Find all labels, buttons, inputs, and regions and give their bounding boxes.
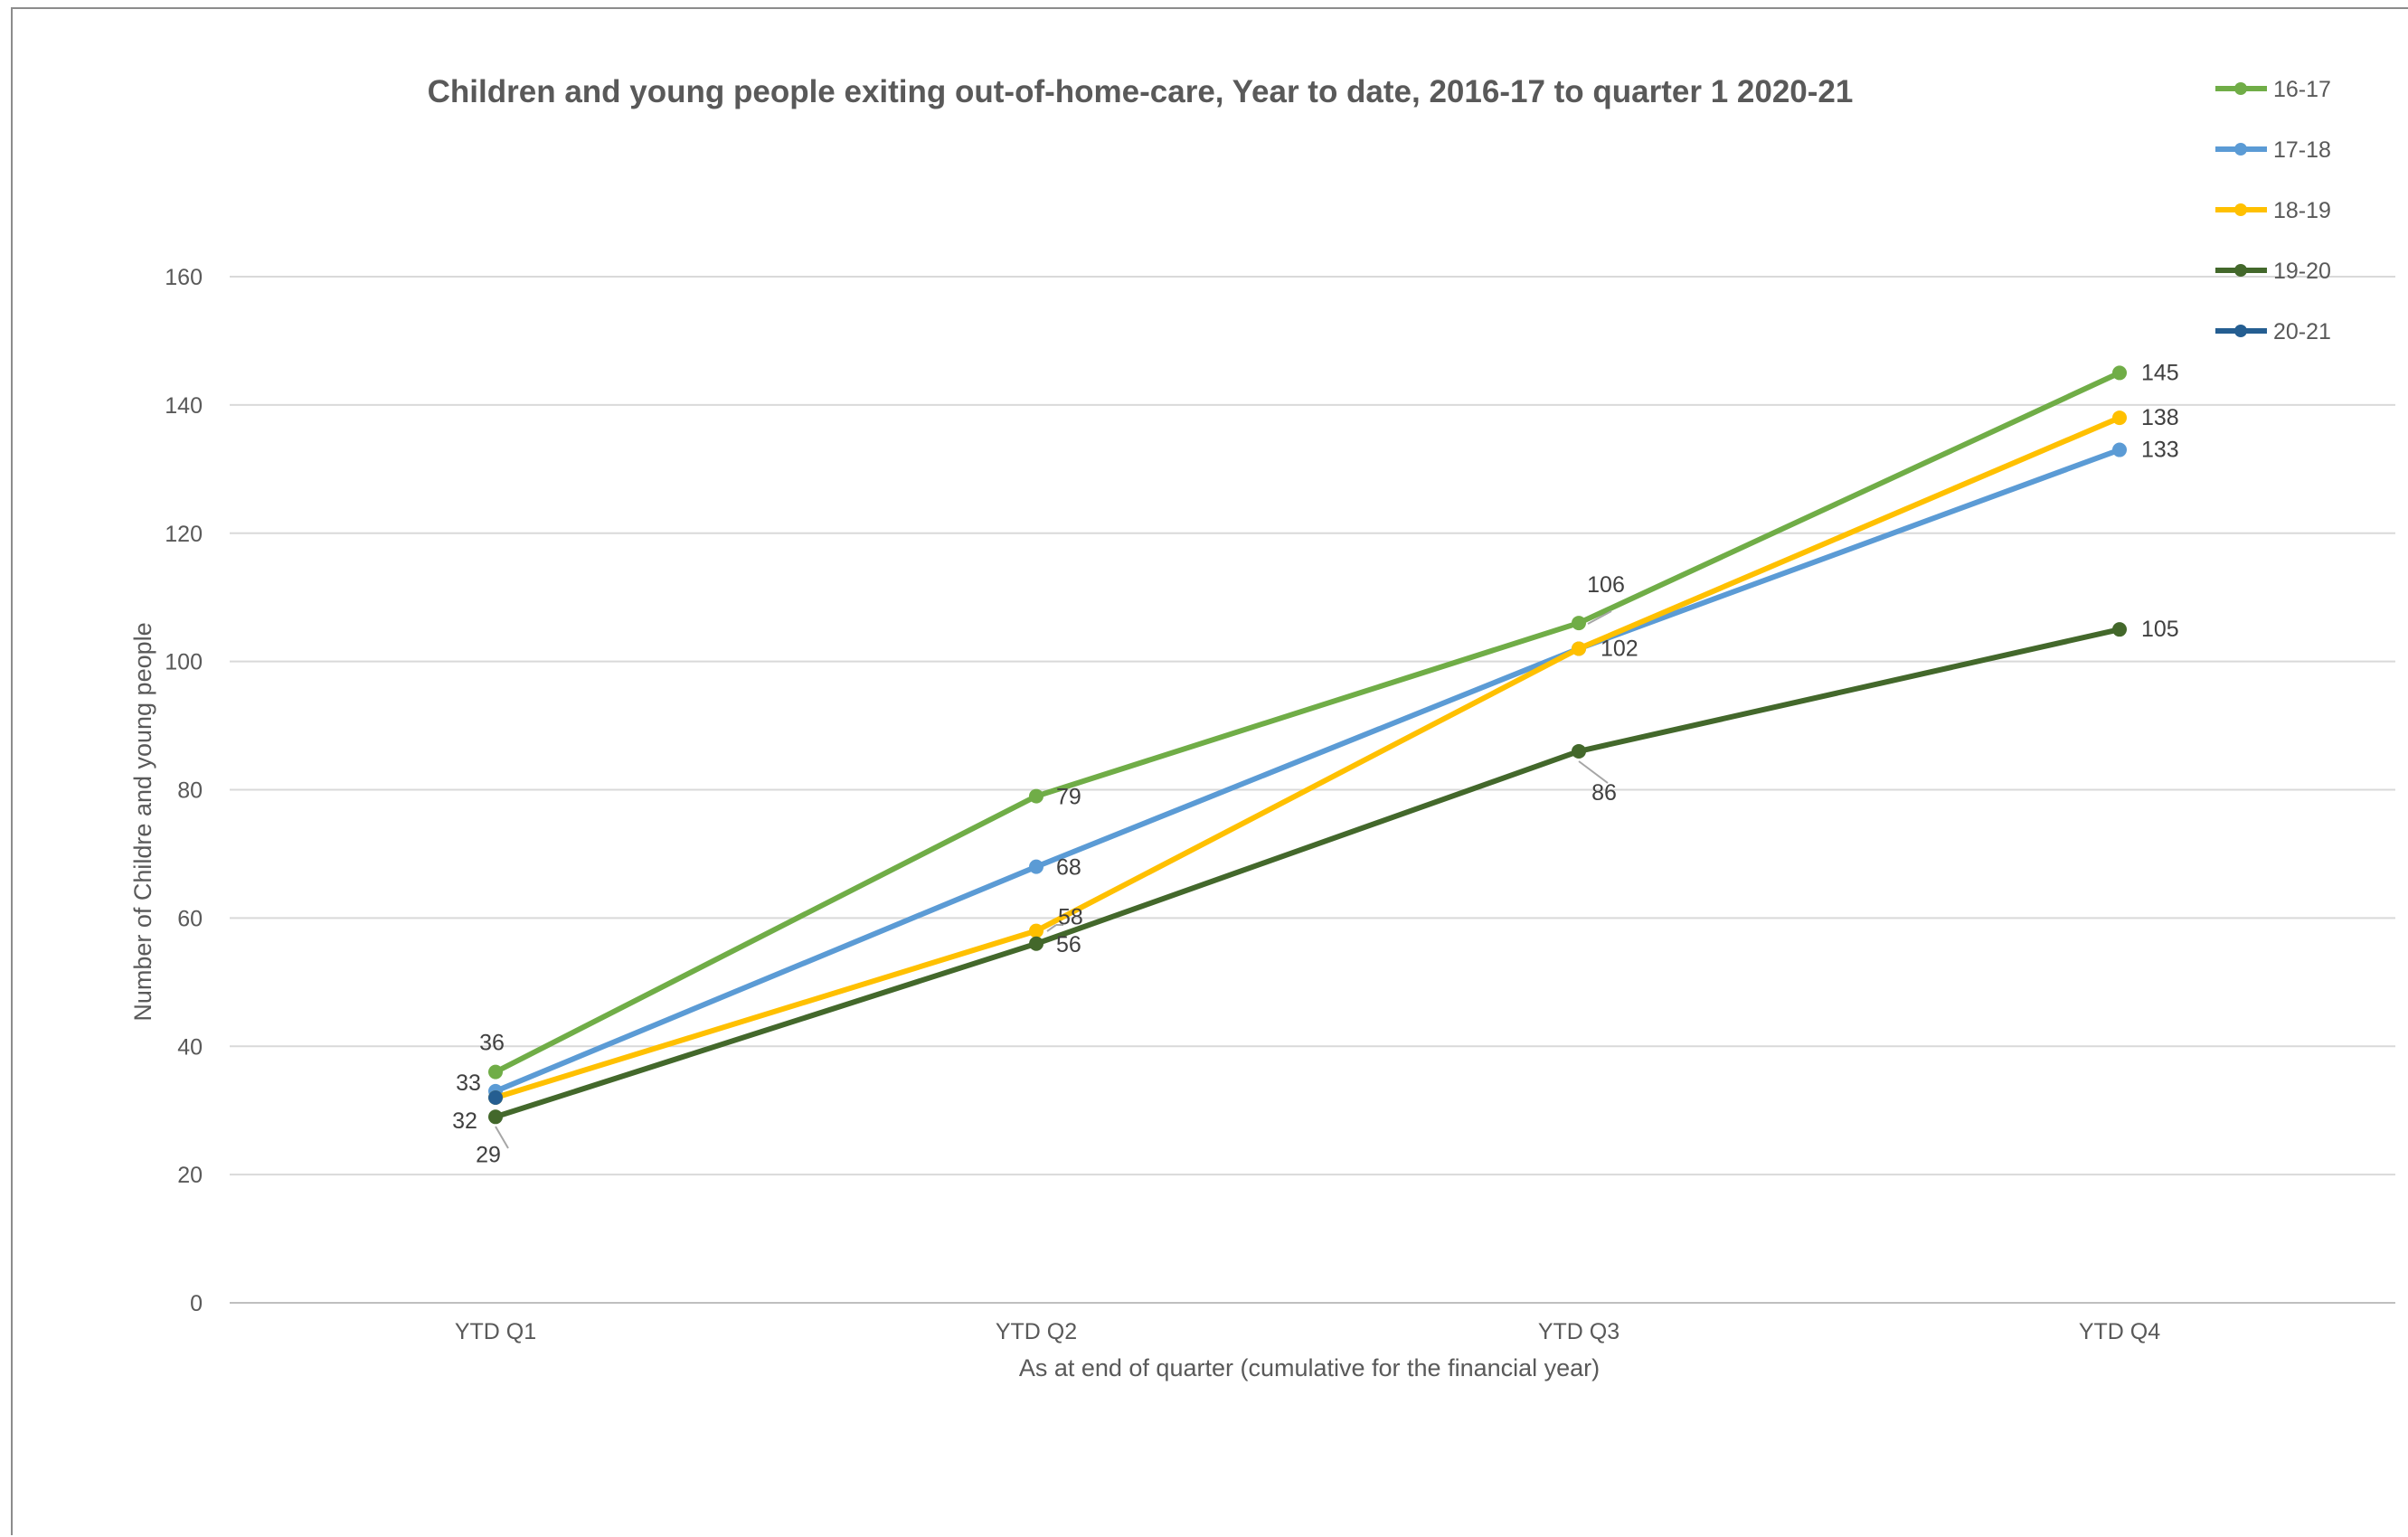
- series-line: [493, 447, 2122, 1094]
- legend: 16-17 17-18 18-19 19-20 20-21: [2215, 77, 2331, 344]
- data-point: [1029, 859, 1043, 874]
- data-label-18-19: 58: [1058, 905, 1083, 930]
- x-tick-label: YTD Q1: [455, 1319, 536, 1344]
- legend-label: 20-21: [2273, 319, 2331, 344]
- y-tick-label: 0: [190, 1291, 203, 1316]
- legend-swatch-marker: [2234, 264, 2247, 277]
- series-20-21: [488, 1090, 503, 1105]
- legend-item-16-17: 16-17: [2215, 77, 2331, 102]
- y-tick-label: 20: [177, 1163, 203, 1188]
- leader-line: [495, 1126, 509, 1149]
- legend-item-20-21: 20-21: [2215, 319, 2331, 344]
- data-label-16-17: 145: [2141, 360, 2179, 385]
- data-point: [1029, 788, 1043, 804]
- data-point: [2112, 622, 2127, 637]
- y-axis-ticks: 0 20 40 60 80 100 120 140 160: [165, 265, 203, 1316]
- x-tick-label: YTD Q4: [2079, 1319, 2160, 1344]
- line-chart: Children and young people exiting out-of…: [129, 74, 2395, 1381]
- y-tick-label: 160: [165, 265, 203, 290]
- chart-title: Children and young people exiting out-of…: [428, 74, 1854, 109]
- data-label-16-17: 36: [479, 1031, 505, 1056]
- x-tick-label: YTD Q2: [996, 1319, 1077, 1344]
- series-lines: [488, 365, 2127, 1125]
- legend-swatch-marker: [2234, 82, 2247, 95]
- y-tick-label: 100: [165, 650, 203, 675]
- legend-label: 19-20: [2273, 259, 2331, 284]
- legend-swatch-marker: [2234, 325, 2247, 337]
- leader-line: [1578, 760, 1609, 784]
- label-leader-lines: [495, 610, 1612, 1149]
- legend-item-18-19: 18-19: [2215, 198, 2331, 223]
- legend-label: 18-19: [2273, 198, 2331, 223]
- data-point: [1572, 743, 1586, 759]
- legend-swatch-marker: [2234, 203, 2247, 216]
- y-tick-label: 80: [177, 778, 203, 804]
- data-point: [1572, 641, 1586, 656]
- legend-label: 16-17: [2273, 77, 2331, 102]
- x-axis-ticks: YTD Q1 YTD Q2 YTD Q3 YTD Q4: [455, 1319, 2160, 1344]
- data-label-18-19: 138: [2141, 405, 2179, 430]
- data-label-19-20: 105: [2141, 617, 2179, 642]
- chart-frame: Children and young people exiting out-of…: [11, 7, 2408, 1535]
- data-labels: 36 79 106 145 33 68 133 32 58 102 138 29 56 86 105: [452, 360, 2179, 1167]
- data-point: [1029, 923, 1043, 938]
- data-point: [1572, 616, 1586, 631]
- data-label-18-19: 32: [452, 1108, 477, 1134]
- y-tick-label: 60: [177, 906, 203, 931]
- legend-swatch-marker: [2234, 143, 2247, 156]
- y-axis-title: Number of Childre and young people: [129, 622, 156, 1021]
- x-axis-title: As at end of quarter (cumulative for the…: [1019, 1354, 1600, 1381]
- data-point: [2112, 442, 2127, 457]
- data-point: [2112, 365, 2127, 381]
- data-point: [2112, 410, 2127, 426]
- legend-label: 17-18: [2273, 137, 2331, 163]
- data-label-16-17: 106: [1587, 572, 1625, 598]
- legend-item-19-20: 19-20: [2215, 259, 2331, 284]
- series-line: [493, 370, 2122, 1075]
- series-16-17: [488, 365, 2127, 1080]
- data-point: [488, 1090, 503, 1105]
- data-label-17-18: 133: [2141, 438, 2179, 463]
- y-tick-label: 140: [165, 393, 203, 419]
- series-line: [493, 627, 2122, 1120]
- series-line: [493, 415, 2122, 1100]
- legend-item-17-18: 17-18: [2215, 137, 2331, 163]
- data-label-19-20: 86: [1591, 780, 1617, 806]
- data-point: [488, 1064, 503, 1080]
- leader-line: [1046, 924, 1057, 932]
- data-label-16-17: 79: [1056, 785, 1081, 810]
- y-tick-label: 120: [165, 522, 203, 547]
- data-point: [1029, 936, 1043, 951]
- data-label-18-19: 102: [1601, 636, 1638, 661]
- leader-line: [1587, 610, 1612, 625]
- y-tick-label: 40: [177, 1034, 203, 1060]
- data-label-17-18: 68: [1056, 855, 1081, 881]
- data-label-19-20: 29: [476, 1142, 501, 1167]
- data-point: [488, 1109, 503, 1125]
- data-label-17-18: 33: [456, 1070, 481, 1096]
- x-tick-label: YTD Q3: [1538, 1319, 1619, 1344]
- data-label-19-20: 56: [1056, 932, 1081, 957]
- series-19-20: [488, 622, 2127, 1125]
- series-17-18: [488, 442, 2127, 1099]
